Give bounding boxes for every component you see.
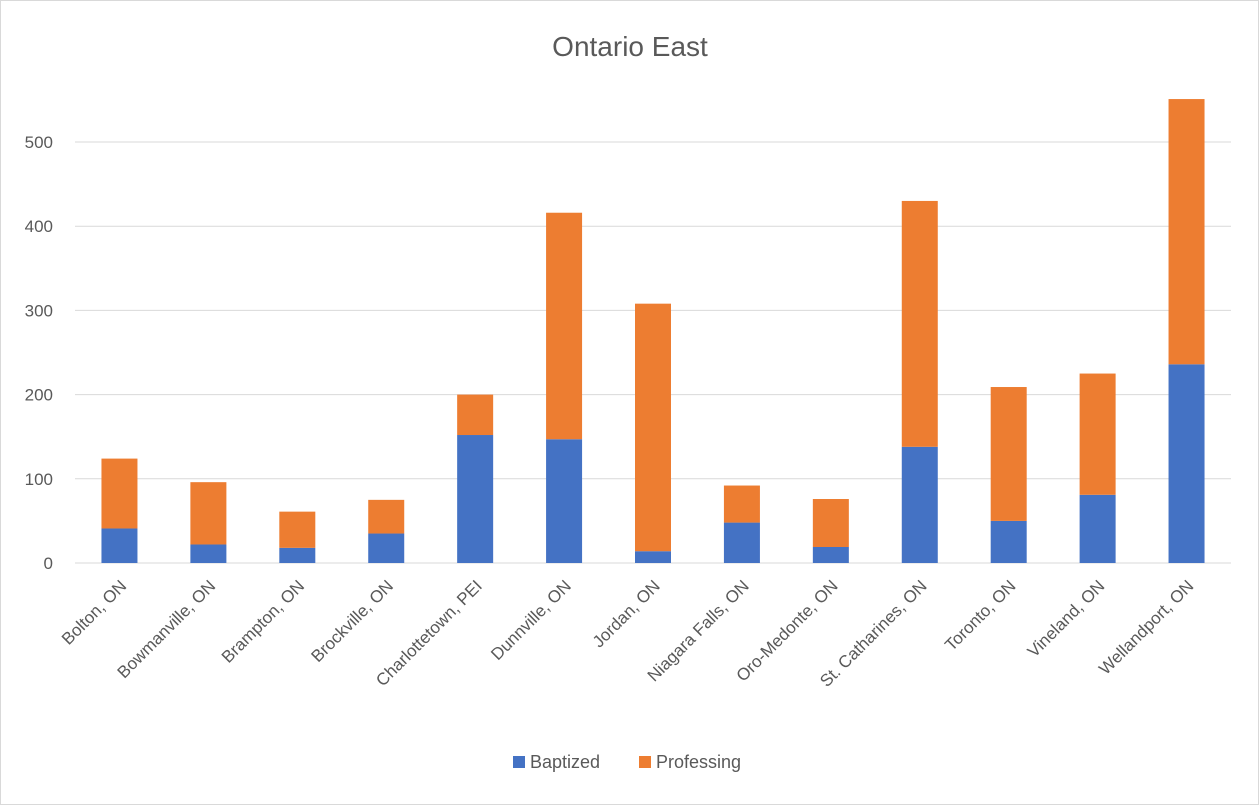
bar-professing-12 [1168,99,1205,365]
bar-baptized-4 [457,435,494,563]
x-tick-label: Bolton, ON [58,576,130,648]
bar-professing-10 [990,387,1027,521]
bar-baptized-3 [368,533,405,563]
bar-professing-5 [546,212,583,440]
bar-baptized-1 [190,544,227,563]
y-tick-label: 400 [25,217,53,236]
x-tick-label: Bowmanville, ON [114,576,220,682]
chart-title: Ontario East [552,31,708,62]
legend-label-baptized: Baptized [530,752,600,772]
bar-baptized-12 [1168,364,1205,563]
y-tick-label: 300 [25,301,53,320]
y-tick-label: 200 [25,386,53,405]
y-axis-tick-labels: 0 100 200 300 400 500 [25,133,53,573]
bar-professing-7 [723,485,760,523]
bar-baptized-11 [1079,494,1116,563]
bar-professing-4 [457,394,494,436]
x-tick-label: Dunnville, ON [487,576,575,664]
bar-professing-9 [901,200,938,447]
y-tick-label: 0 [44,554,53,573]
bar-baptized-5 [546,439,583,563]
bar-baptized-8 [812,547,849,563]
legend-swatch-professing [639,756,651,768]
x-tick-label: Wellandport, ON [1095,576,1197,678]
bar-baptized-7 [723,522,760,563]
legend: Baptized Professing [513,752,741,772]
bar-professing-3 [368,499,405,534]
bar-baptized-10 [990,520,1027,563]
x-tick-label: Jordan, ON [589,576,664,651]
bar-baptized-9 [901,446,938,563]
bars [101,99,1205,563]
legend-swatch-baptized [513,756,525,768]
x-tick-label: Brockville, ON [307,576,397,666]
x-tick-label: Toronto, ON [941,576,1019,654]
bar-professing-0 [101,458,138,529]
legend-label-professing: Professing [656,752,741,772]
bar-professing-11 [1079,373,1116,495]
y-tick-label: 100 [25,470,53,489]
bar-professing-2 [279,511,316,548]
bar-professing-1 [190,482,227,545]
y-tick-label: 500 [25,133,53,152]
x-tick-label: Vineland, ON [1024,576,1109,661]
bar-baptized-6 [635,551,671,563]
bar-professing-6 [635,303,671,552]
bar-baptized-0 [101,528,138,563]
bar-professing-8 [812,499,849,548]
x-tick-label: Brampton, ON [218,576,308,666]
bar-baptized-2 [279,547,316,563]
